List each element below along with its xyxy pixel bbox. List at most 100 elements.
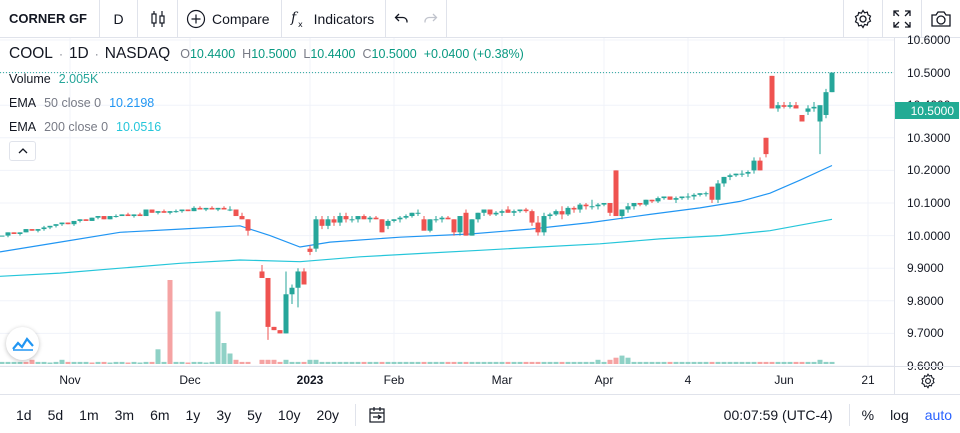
settings-button[interactable] [843,0,882,38]
legend-ticker[interactable]: COOL [9,45,53,62]
candle-body [319,219,325,226]
volume-bar [457,361,463,364]
volume-bar [811,361,817,364]
volume-bar [649,361,655,364]
collapse-legend-button[interactable] [9,141,36,161]
candle-body [457,216,463,233]
divider [848,403,850,426]
volume-bar [277,361,283,364]
candle-body [697,193,703,195]
volume-value: 2.005K [58,72,99,86]
volume-bar [59,359,65,364]
volume-bar [541,361,547,364]
camera-icon [931,11,951,27]
candle-body [523,209,529,212]
candle-body [167,211,173,213]
volume-bar [631,361,637,364]
price-chart[interactable] [0,38,894,366]
range-button-10y[interactable]: 10y [277,406,301,423]
clock[interactable]: 00:07:59 (UTC-4) [723,406,833,423]
volume-bar [415,361,421,364]
interval-button[interactable]: D [100,0,138,38]
candle-body [239,216,245,220]
candle-body [739,173,745,175]
volume-bar [355,361,361,364]
volume-bar [0,361,5,364]
volume-bar [727,361,733,364]
ema200-line [0,218,833,277]
undo-icon[interactable] [394,12,410,26]
svg-text:x: x [298,20,303,29]
volume-bar [691,361,697,364]
volume-bar [271,359,277,364]
price-label: 9.7000 [907,326,944,341]
volume-bar [709,361,715,364]
candle-body [817,105,823,122]
fullscreen-button[interactable] [882,0,921,38]
volume-bar [233,359,239,364]
candle-body [283,294,289,334]
redo-icon[interactable] [422,12,438,26]
legend-volume[interactable]: Volume 2.005K [9,72,98,86]
candle-body [511,211,517,213]
range-button-3y[interactable]: 3y [216,406,232,423]
volume-bar [227,353,233,364]
chart-type-button[interactable] [138,0,178,38]
volume-bar [149,361,155,364]
range-button-20y[interactable]: 20y [316,406,340,423]
volume-bar [697,361,703,364]
candle-body [155,211,161,213]
auto-toggle[interactable]: auto [924,406,952,423]
price-label: 10.2000 [907,163,951,178]
candle-body [769,75,775,109]
range-button-1m[interactable]: 1m [79,406,99,423]
range-button-1d[interactable]: 1d [16,406,32,423]
axis-settings-button[interactable] [894,367,960,395]
candle-body [161,211,167,213]
volume-bar [119,361,125,364]
volume-bar [715,361,721,364]
range-button-5d[interactable]: 5d [47,406,64,423]
volume-bar [17,361,23,364]
percent-toggle[interactable]: % [861,406,875,423]
log-toggle[interactable]: log [890,406,909,423]
goto-date-icon[interactable] [368,406,386,424]
legend-ema200[interactable]: EMA 200 close 0 10.0516 [9,120,161,134]
time-tick: Feb [383,373,405,387]
volume-bar [481,361,487,364]
range-button-5y[interactable]: 5y [247,406,262,423]
legend-ema50[interactable]: EMA 50 close 0 10.2198 [9,96,154,110]
range-button-6m[interactable]: 6m [150,406,170,423]
indicators-button[interactable]: f x Indicators [282,0,387,38]
volume-bar [83,361,89,364]
tradingview-logo[interactable] [6,327,39,360]
divider [355,403,357,426]
ema200-value: 10.0516 [116,120,162,134]
volume-bar [409,361,415,364]
candle-body [349,219,355,221]
volume-bar [313,359,319,364]
candle-body [113,216,119,218]
volume-bar [137,362,143,364]
time-tick: 2023 [296,373,324,387]
snapshot-button[interactable] [921,0,960,38]
candle-body [445,217,451,220]
symbol-search[interactable]: CORNER GF [0,0,100,38]
change-value: +0.0400 (+0.38%) [423,47,524,61]
candle-body [673,198,679,200]
volume-bar [823,361,829,364]
price-axis[interactable]: 10.600010.500010.400010.300010.200010.10… [894,33,960,373]
range-button-3m[interactable]: 3m [114,406,135,423]
time-axis[interactable]: Nov Dec 2023 Feb Mar Apr 4 Jun 21 [0,366,960,395]
price-label: 10.5000 [907,65,951,80]
volume-bar [167,280,173,364]
volume-bar [643,361,649,364]
time-tick: Nov [59,373,81,387]
candle-body [661,196,667,199]
range-button-1y[interactable]: 1y [185,406,201,423]
price-label: 9.8000 [907,293,944,308]
compare-button[interactable]: Compare [178,0,282,38]
candle-body [553,211,559,215]
time-tick: Mar [491,373,513,387]
volume-bar [191,361,197,364]
